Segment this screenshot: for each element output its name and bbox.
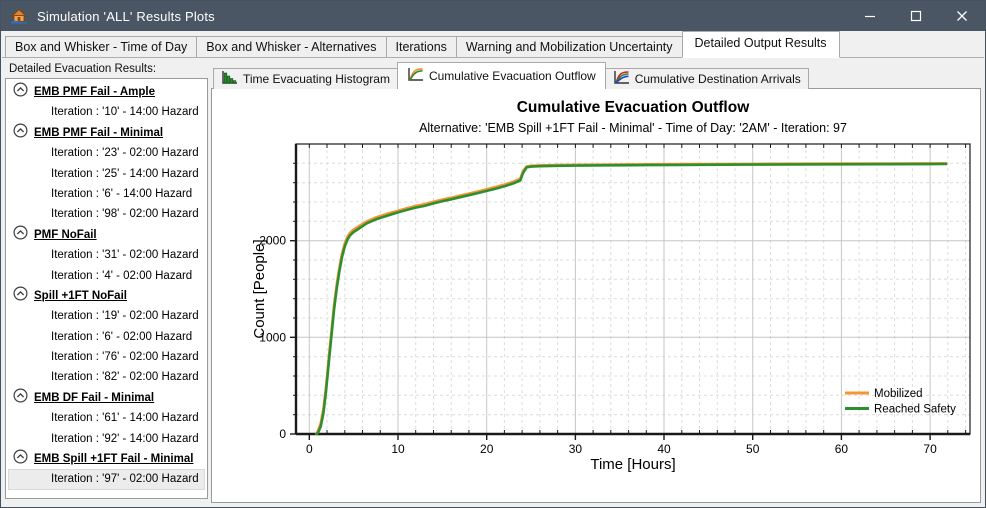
tree-iteration-item[interactable]: Iteration : '76' - 02:00 Hazard: [51, 351, 199, 364]
svg-text:60: 60: [835, 442, 849, 456]
svg-text:0: 0: [279, 427, 286, 441]
svg-text:Cumulative Evacuation Outflow: Cumulative Evacuation Outflow: [517, 99, 750, 116]
tree-iteration-item[interactable]: Iteration : '6' - 02:00 Hazard: [51, 330, 193, 343]
detailed-results-tree: EMB PMF Fail - Ample Iteration : '10' - 1…: [5, 78, 208, 499]
main-tab-warning-and-mobilization-uncertainty[interactable]: Warning and Mobilization Uncertainty: [455, 36, 683, 57]
tree-group-emb-pmf-fail-ample[interactable]: EMB PMF Fail - Ample: [6, 82, 207, 102]
close-button[interactable]: [939, 1, 985, 31]
house-icon: [10, 8, 28, 25]
svg-text:2000: 2000: [259, 234, 286, 248]
circle-chevron-up-icon[interactable]: [13, 123, 28, 143]
maximize-button[interactable]: [893, 1, 939, 31]
tree-group-spill-1ft-nofail[interactable]: Spill +1FT NoFail: [6, 286, 207, 306]
tree-group-emb-spill-1ft-fail-minimal[interactable]: EMB Spill +1FT Fail - Minimal: [6, 449, 207, 469]
tree-group-label: EMB PMF Fail - Ample: [34, 86, 155, 99]
svg-text:1000: 1000: [259, 330, 286, 344]
tree-iteration-item[interactable]: Iteration : '61' - 14:00 Hazard: [51, 412, 199, 425]
plot-tab-label: Cumulative Destination Arrivals: [634, 72, 801, 86]
plot-tab-label: Cumulative Evacuation Outflow: [428, 69, 596, 83]
main-tab-iterations[interactable]: Iterations: [385, 36, 457, 57]
tree-group-label: EMB Spill +1FT Fail - Minimal: [34, 453, 194, 466]
tree-iteration-item[interactable]: Iteration : '4' - 02:00 Hazard: [51, 269, 193, 282]
histogram-icon: [221, 70, 238, 88]
tree-iteration-item[interactable]: Iteration : '97' - 02:00 Hazard: [8, 469, 205, 490]
cumulative-outflow-chart: 0 10 20 30 40 50 60 70 0 1000 2000 Cumulative Evacu…: [251, 99, 971, 473]
minimize-button[interactable]: [847, 1, 893, 31]
svg-text:20: 20: [480, 442, 494, 456]
tree-iteration-item[interactable]: Iteration : '10' - 14:00 Hazard: [51, 106, 199, 119]
plot-tab-cumulative-destination-arrivals[interactable]: Cumulative Destination Arrivals: [604, 68, 809, 89]
svg-text:0: 0: [306, 442, 313, 456]
plot-tab-bar: Time Evacuating Histogram Cumulative Evac…: [213, 62, 809, 89]
main-tab-box-and-whisker-time-of-day[interactable]: Box and Whisker - Time of Day: [5, 36, 198, 57]
circle-chevron-up-icon[interactable]: [13, 388, 28, 408]
tree-iteration-item[interactable]: Iteration : '19' - 02:00 Hazard: [51, 310, 199, 323]
plot-tab-cumulative-evacuation-outflow[interactable]: Cumulative Evacuation Outflow: [396, 62, 606, 89]
tree-group-label: EMB DF Fail - Minimal: [34, 392, 155, 405]
tree-group-label: EMB PMF Fail - Minimal: [34, 126, 164, 139]
window-title: Simulation 'ALL' Results Plots: [37, 8, 215, 24]
svg-text:Alternative: 'EMB Spill +1FT F: Alternative: 'EMB Spill +1FT Fail - Mini…: [419, 121, 847, 135]
cumulative-curve-icon: [407, 67, 424, 85]
tree-group-label: PMF NoFail: [34, 228, 97, 241]
svg-text:50: 50: [746, 442, 760, 456]
svg-text:10: 10: [391, 442, 405, 456]
svg-text:Reached Safety: Reached Safety: [874, 404, 956, 416]
sidebar-label: Detailed Evacuation Results:: [9, 63, 157, 75]
svg-text:70: 70: [923, 442, 937, 456]
main-tab-box-and-whisker-alternatives[interactable]: Box and Whisker - Alternatives: [196, 36, 387, 57]
tree-group-emb-df-fail-minimal[interactable]: EMB DF Fail - Minimal: [6, 388, 207, 408]
svg-text:40: 40: [657, 442, 671, 456]
svg-text:Time [Hours]: Time [Hours]: [590, 456, 675, 473]
tree-group-pmf-nofail[interactable]: PMF NoFail: [6, 225, 207, 245]
main-tab-detailed-output-results[interactable]: Detailed Output Results: [681, 31, 840, 58]
plot-tab-label: Time Evacuating Histogram: [243, 72, 390, 86]
tree-iteration-item[interactable]: Iteration : '6' - 14:00 Hazard: [51, 187, 193, 200]
circle-chevron-up-icon[interactable]: [13, 286, 28, 306]
tree-iteration-item[interactable]: Iteration : '98' - 02:00 Hazard: [51, 208, 199, 221]
circle-chevron-up-icon[interactable]: [13, 225, 28, 245]
circle-chevron-up-icon[interactable]: [13, 449, 28, 469]
tree-group-label: Spill +1FT NoFail: [34, 290, 127, 303]
tree-iteration-item[interactable]: Iteration : '23' - 02:00 Hazard: [51, 147, 199, 160]
circle-chevron-up-icon[interactable]: [13, 82, 28, 102]
tree-iteration-item[interactable]: Iteration : '25' - 14:00 Hazard: [51, 167, 199, 180]
chart-panel: 0 10 20 30 40 50 60 70 0 1000 2000 Cumulative Evacu…: [211, 88, 981, 503]
svg-text:30: 30: [569, 442, 583, 456]
tree-iteration-item[interactable]: Iteration : '92' - 14:00 Hazard: [51, 432, 199, 445]
multi-curve-icon: [613, 70, 630, 88]
main-tab-bar: Box and Whisker - Time of Day Box and Whi…: [2, 31, 984, 58]
title-bar[interactable]: Simulation 'ALL' Results Plots: [1, 1, 985, 31]
svg-text:Count [People]: Count [People]: [251, 239, 268, 338]
tree-iteration-item[interactable]: Iteration : '31' - 02:00 Hazard: [51, 249, 199, 262]
svg-text:Mobilized: Mobilized: [874, 388, 923, 400]
tree-group-emb-pmf-fail-minimal[interactable]: EMB PMF Fail - Minimal: [6, 123, 207, 143]
tree-iteration-item[interactable]: Iteration : '82' - 02:00 Hazard: [51, 371, 199, 384]
plot-tab-time-evacuating-histogram[interactable]: Time Evacuating Histogram: [213, 68, 398, 89]
